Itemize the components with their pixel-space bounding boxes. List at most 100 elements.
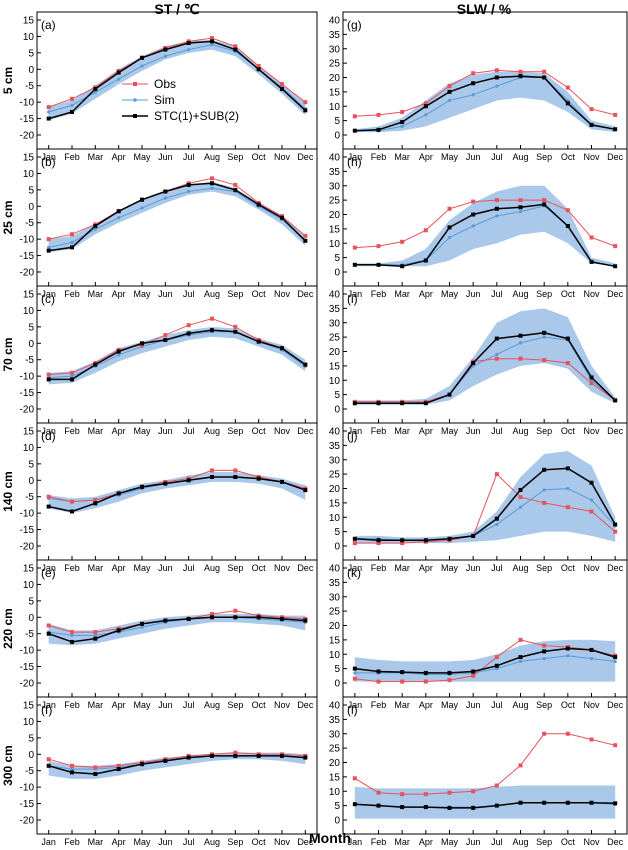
series-line-stc [48, 755, 306, 775]
x-tick-label: Dec [297, 837, 314, 847]
point-obs [46, 105, 51, 110]
y-tick-label: 30 [329, 592, 341, 603]
point-sim [566, 654, 570, 658]
x-tick-label: Jan [41, 152, 56, 162]
point-sim [447, 235, 452, 240]
point-obs [518, 356, 523, 361]
point-stc [518, 74, 523, 79]
x-tick-label: Jun [158, 152, 173, 162]
uncertainty-band [354, 639, 616, 682]
point-stc [494, 75, 499, 80]
x-tick-label: Apr [419, 426, 433, 436]
series-line-sim [48, 616, 306, 636]
y-tick-label: 40 [329, 564, 341, 575]
point-stc [565, 466, 570, 471]
y-tick-label: 5 [28, 322, 34, 333]
point-obs [352, 245, 357, 250]
point-stc [518, 655, 523, 660]
x-tick-label: Jun [466, 837, 481, 847]
x-tick-label: Jul [491, 837, 503, 847]
series-line-stc [354, 467, 616, 542]
x-tick-label: Mar [394, 700, 410, 710]
series-line-stc [48, 476, 306, 513]
x-tick-label: May [441, 152, 459, 162]
point-obs [589, 381, 594, 386]
series-line-stc [48, 616, 306, 643]
y-tick-label: 15 [329, 498, 341, 509]
point-stc [471, 805, 476, 810]
point-sim [70, 103, 74, 108]
x-tick-label: Feb [371, 700, 387, 710]
y-tick-label: 5 [28, 185, 34, 196]
point-obs [210, 176, 214, 181]
point-stc [210, 328, 214, 333]
point-obs [542, 731, 547, 736]
x-tick-label: Oct [252, 837, 267, 847]
x-tick-label: Sep [536, 563, 552, 573]
point-stc [589, 480, 594, 485]
point-stc [518, 205, 523, 210]
point-stc [256, 615, 261, 620]
x-tick-label: Jul [183, 152, 195, 162]
x-tick-label: Apr [419, 289, 433, 299]
point-obs [352, 541, 357, 546]
point-obs [376, 244, 381, 249]
x-tick-label: Apr [112, 700, 126, 710]
series-line-obs [354, 199, 616, 249]
x-tick-label: Nov [583, 563, 600, 573]
point-stc [256, 339, 261, 344]
point-stc [613, 655, 618, 660]
point-stc [186, 41, 191, 45]
point-obs [447, 206, 452, 211]
point-obs [116, 763, 121, 768]
x-tick-label: Jul [183, 563, 195, 573]
point-sim [163, 196, 167, 200]
x-tick-label: Feb [64, 700, 80, 710]
y-tick-label: 35 [329, 30, 341, 41]
y-tick-label: -10 [20, 98, 35, 109]
y-tick-label: 10 [329, 239, 341, 250]
point-obs [613, 112, 618, 117]
series-line-obs [48, 177, 306, 240]
point-stc [140, 621, 144, 626]
point-obs [210, 316, 214, 321]
x-tick-label: Sep [536, 289, 552, 299]
x-tick-label: Dec [607, 289, 624, 299]
x-tick-label: Mar [88, 563, 104, 573]
point-stc [352, 262, 357, 267]
x-tick-label: Mar [88, 700, 104, 710]
x-tick-label: Jun [158, 837, 173, 847]
point-stc [613, 522, 618, 527]
point-stc [589, 375, 594, 380]
point-obs [518, 69, 523, 74]
x-tick-label: Dec [607, 700, 624, 710]
x-tick-label: Jan [348, 700, 363, 710]
x-tick-label: Aug [512, 563, 528, 573]
series-line-obs [48, 469, 306, 503]
point-stc [116, 491, 121, 496]
uncertainty-band [48, 472, 306, 514]
point-obs [163, 333, 168, 338]
y-tick-label: 20 [329, 484, 341, 495]
point-stc [400, 805, 405, 810]
point-stc [186, 616, 191, 621]
y-tick-label: 20 [329, 73, 341, 84]
x-tick-label: Apr [112, 837, 126, 847]
uncertainty-band [48, 39, 306, 121]
point-stc [280, 616, 284, 621]
point-stc [210, 753, 214, 758]
point-stc [303, 755, 308, 760]
point-stc [518, 800, 523, 805]
y-tick-label: 10 [329, 650, 341, 661]
point-obs [447, 790, 452, 795]
x-tick-label: Oct [252, 563, 267, 573]
point-obs [233, 324, 238, 329]
uncertainty-band [354, 308, 616, 405]
row-label: 25 cm [1, 200, 15, 234]
col-title-st: ST / ℃ [154, 1, 200, 17]
y-tick-label: -20 [20, 542, 35, 553]
point-stc [233, 187, 238, 192]
point-stc [70, 245, 74, 250]
point-stc [352, 666, 357, 671]
point-sim [471, 93, 475, 97]
